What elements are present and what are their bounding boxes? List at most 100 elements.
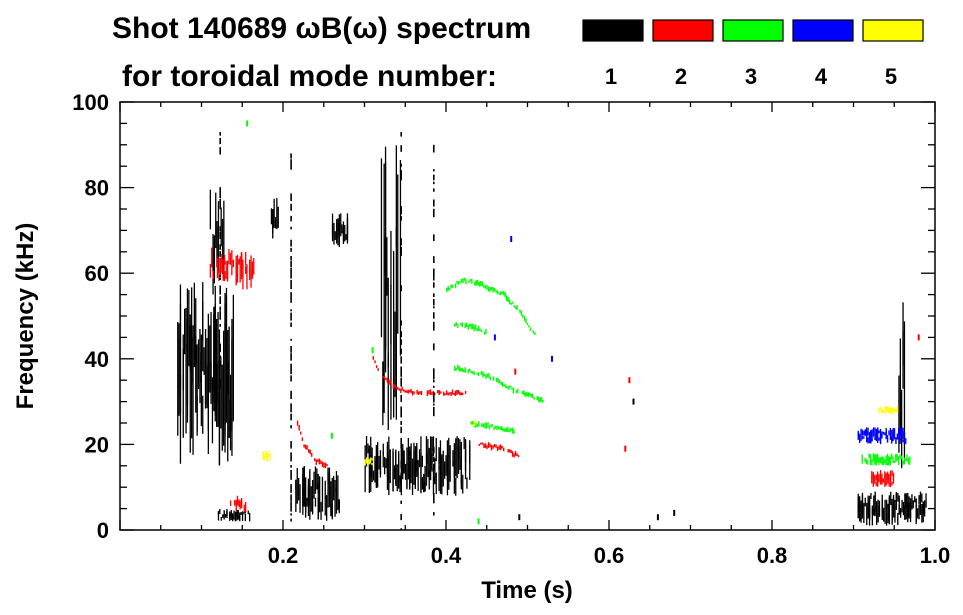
- spectral-bin: [880, 410, 882, 414]
- streak-segment: [400, 394, 402, 402]
- spectral-bin: [403, 458, 405, 474]
- spectral-bin: [327, 467, 329, 483]
- spectral-bin: [892, 408, 895, 412]
- spectral-bin: [242, 264, 244, 290]
- spectral-bin: [395, 145, 397, 247]
- spectral-bin: [883, 410, 885, 413]
- spectral-bin: [314, 497, 317, 507]
- spectral-bin: [886, 453, 889, 462]
- y-tick-label: 60: [85, 261, 109, 286]
- scatter-point: [673, 509, 676, 516]
- spectral-bin: [400, 440, 402, 481]
- spectral-bin: [877, 471, 879, 484]
- spectral-bin: [218, 257, 220, 267]
- x-tick-label: 0.2: [268, 543, 299, 568]
- spectral-bin: [891, 453, 893, 460]
- curve-bin: [515, 390, 517, 393]
- streak-segment: [290, 470, 292, 480]
- spectral-bin: [213, 314, 215, 401]
- spectral-bin: [860, 500, 862, 523]
- spectral-bin: [897, 405, 899, 412]
- curve-bin: [476, 372, 478, 375]
- spectral-bin: [861, 435, 864, 440]
- streak-segment: [290, 239, 292, 247]
- spectral-bin: [220, 207, 222, 247]
- spectral-region-mode-3: [861, 453, 911, 466]
- curve-bin: [483, 373, 486, 377]
- curve-bin: [479, 328, 481, 331]
- spectral-bin: [898, 456, 900, 465]
- spectral-bin: [223, 510, 225, 517]
- curve-bin: [503, 384, 505, 387]
- streak-segment: [290, 346, 292, 353]
- streak-segment: [400, 472, 402, 476]
- spectral-bin: [898, 375, 900, 453]
- spectral-bin: [878, 508, 881, 517]
- streak-segment: [400, 285, 402, 292]
- curve-bin: [401, 386, 403, 391]
- spectral-bin: [439, 452, 442, 494]
- spectral-bin: [894, 408, 896, 412]
- curve-bin: [481, 423, 483, 427]
- spectral-bin: [925, 493, 927, 508]
- spectral-bin: [430, 436, 432, 470]
- spectral-region-mode-2: [230, 495, 247, 513]
- spectral-bin: [305, 477, 307, 513]
- spectral-region-mode-1: [857, 491, 927, 526]
- spectral-bin: [460, 442, 462, 484]
- spectral-bin: [885, 460, 887, 466]
- spectral-bin: [365, 436, 368, 467]
- spectral-bin: [199, 329, 201, 404]
- spectral-bin: [235, 256, 237, 284]
- spectral-bin: [185, 307, 187, 348]
- curve-bin: [375, 365, 378, 369]
- spectral-bin: [880, 406, 882, 411]
- spectral-bin: [186, 288, 189, 423]
- spectral-bin: [371, 457, 373, 461]
- spectral-bin: [341, 224, 343, 234]
- curve-bin: [386, 377, 389, 383]
- spectral-bin: [866, 502, 868, 526]
- curve-bin: [389, 379, 392, 385]
- spectral-bin: [211, 377, 214, 444]
- curve-bin: [490, 424, 492, 428]
- spectral-region-mode-1: [217, 508, 251, 522]
- spectral-bin: [887, 471, 889, 480]
- spectral-bin: [226, 271, 229, 282]
- spectral-bin: [191, 287, 193, 384]
- curve-bin: [507, 296, 509, 302]
- curve-bin: [525, 318, 527, 324]
- spectral-bin: [220, 356, 222, 429]
- curve-bin: [484, 285, 487, 289]
- spectral-bin: [316, 468, 318, 490]
- curve-bin: [487, 422, 489, 427]
- streak-segment: [290, 518, 292, 522]
- spectral-bin: [421, 455, 423, 467]
- spectral-bin: [196, 344, 198, 431]
- curve-bin: [534, 332, 536, 335]
- spectral-bin: [875, 428, 877, 442]
- spectral-bin: [435, 472, 437, 495]
- curve-bin: [496, 290, 499, 295]
- spectral-bin: [226, 509, 228, 516]
- curve-bin: [416, 389, 418, 395]
- spectral-bin: [899, 454, 901, 459]
- curve-bin: [500, 444, 502, 451]
- spectral-bin: [866, 431, 868, 442]
- spectral-bin: [466, 477, 468, 489]
- x-tick-labels: 0.2 0.4 0.6 0.8 1.0: [268, 543, 951, 568]
- spectral-bin: [364, 445, 366, 468]
- scatter-points-mode-4: [493, 236, 553, 362]
- curve-bin: [470, 370, 472, 374]
- curve-bin: [296, 420, 299, 426]
- spectral-bin: [233, 510, 235, 520]
- curve-bin: [511, 387, 513, 390]
- spectral-bin: [873, 495, 875, 516]
- spectral-bin: [924, 500, 926, 517]
- spectral-bin: [903, 432, 906, 464]
- streak-segment: [290, 425, 292, 429]
- curve-bin: [531, 393, 534, 398]
- spectral-bin: [890, 408, 892, 415]
- spectral-bin: [888, 407, 891, 413]
- spectral-bin: [909, 505, 912, 518]
